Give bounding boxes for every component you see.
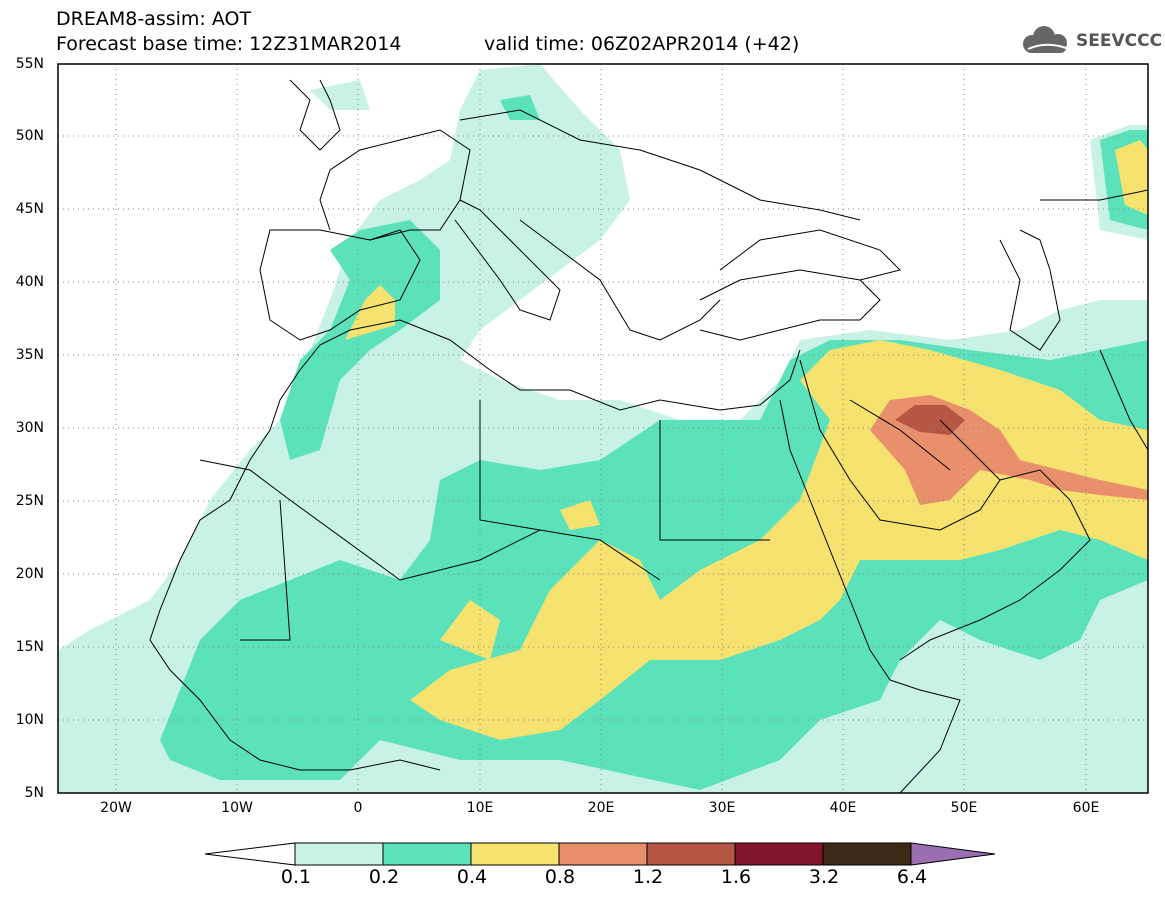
lon-label: 20W	[100, 800, 132, 816]
lat-label: 5N	[24, 785, 44, 801]
coastline-iberia	[259, 229, 421, 341]
aot-band-0-4	[1115, 140, 1148, 215]
border-line	[1099, 349, 1148, 451]
border-line	[199, 459, 661, 581]
border-line	[240, 499, 291, 641]
coastline-turkey	[699, 269, 881, 341]
coastline-arabia	[799, 359, 1091, 661]
lat-label: 50N	[15, 128, 44, 144]
colorbar	[205, 842, 996, 866]
colorbar-swatch	[558, 842, 648, 866]
lon-label: 10W	[221, 800, 253, 816]
aot-band-0-2	[500, 95, 540, 120]
colorbar-tick: 0.1	[280, 866, 312, 888]
colorbar-swatch	[822, 842, 912, 866]
forecast-base-time: Forecast base time: 12Z31MAR2014	[56, 33, 402, 55]
lat-label: 55N	[15, 56, 44, 72]
border-line	[479, 400, 541, 531]
colorbar-tick: 0.8	[544, 866, 576, 888]
lon-label: 60E	[1072, 800, 1100, 816]
colorbar-tick: 1.2	[632, 866, 664, 888]
lon-label: 40E	[829, 800, 857, 816]
colorbar-lower-arrow	[205, 842, 296, 866]
lat-label: 25N	[15, 493, 44, 509]
coastline-africa-west	[149, 319, 491, 771]
border-line	[1040, 189, 1148, 201]
aot-band-0-4	[560, 500, 600, 530]
lon-label: 10E	[466, 800, 494, 816]
lon-label: 50E	[950, 800, 978, 816]
colorbar-tick: 1.6	[720, 866, 752, 888]
border-line	[659, 420, 770, 541]
lat-label: 35N	[15, 347, 44, 363]
lat-label: 20N	[15, 566, 44, 582]
coastline-balkans	[519, 219, 721, 341]
coastline-red-sea	[779, 399, 891, 681]
colorbar-tick: 0.2	[368, 866, 400, 888]
colorbar-tick: 0.4	[456, 866, 488, 888]
aot-band-0-4	[345, 285, 395, 340]
coastline-mediterranean-south	[489, 349, 801, 411]
coastline-horn-africa	[889, 679, 961, 793]
lon-label: 30E	[708, 800, 736, 816]
colorbar-swatch	[294, 842, 384, 866]
map-title: DREAM8-assim: AOT	[56, 8, 252, 30]
coastline-italy	[454, 199, 561, 321]
colorbar-tick: 6.4	[896, 866, 928, 888]
colorbar-upper-arrow	[910, 842, 996, 866]
aot-band-0-2	[280, 220, 440, 460]
coastline-uk	[289, 79, 341, 151]
colorbar-swatch	[382, 842, 472, 866]
lat-label: 15N	[15, 639, 44, 655]
aot-band-0-4	[440, 600, 500, 660]
valid-time: valid time: 06Z02APR2014 (+42)	[484, 33, 800, 55]
lon-label: 0	[353, 800, 363, 816]
colorbar-swatch	[734, 842, 824, 866]
cloud-logo-icon	[1023, 26, 1067, 53]
logo-text: SEEVCCC	[1076, 31, 1163, 51]
aot-band-0-1	[310, 80, 370, 110]
coastline-caspian	[999, 229, 1061, 351]
colorbar-swatch	[646, 842, 736, 866]
lat-label: 45N	[15, 201, 44, 217]
colorbar-tick: 3.2	[808, 866, 840, 888]
lat-label: 30N	[15, 420, 44, 436]
lon-label: 20E	[587, 800, 615, 816]
lat-label: 40N	[15, 274, 44, 290]
coastline-france	[319, 129, 471, 241]
border-line	[849, 399, 951, 471]
coastline-persian-gulf	[939, 419, 1001, 481]
colorbar-swatch	[470, 842, 560, 866]
border-line	[459, 109, 861, 221]
lat-label: 10N	[15, 712, 44, 728]
coastline-black-sea	[719, 229, 901, 281]
